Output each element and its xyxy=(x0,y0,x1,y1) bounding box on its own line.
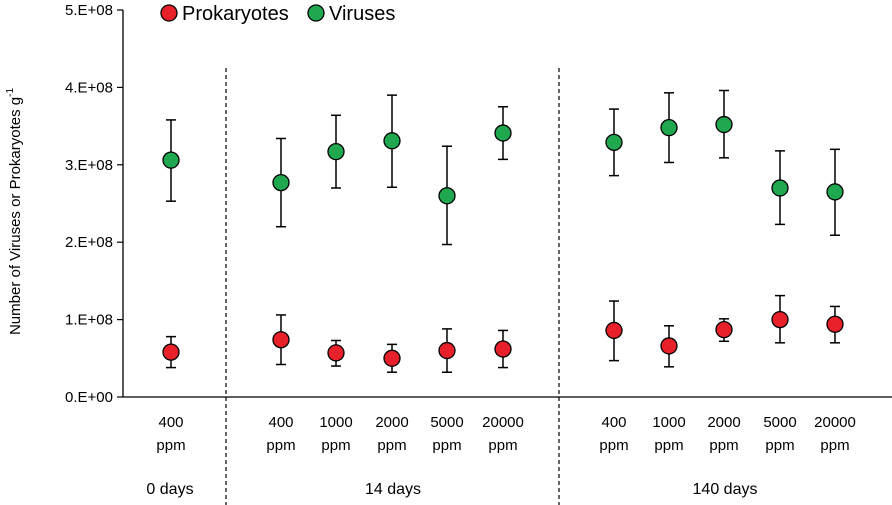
x-category-unit: ppm xyxy=(321,437,350,454)
y-axis-title-superscript: -1 xyxy=(5,88,16,97)
x-category-unit: ppm xyxy=(377,437,406,454)
y-tick-label: 0.E+00 xyxy=(65,389,113,406)
x-category-value: 5000 xyxy=(763,414,796,431)
x-category-unit: ppm xyxy=(488,437,517,454)
viruses-point xyxy=(605,133,623,152)
prokaryotes-point xyxy=(494,340,512,358)
x-category-value: 2000 xyxy=(707,414,740,431)
viruses-point xyxy=(826,183,844,201)
viruses-point xyxy=(715,115,733,134)
viruses-point xyxy=(383,132,401,150)
viruses-point xyxy=(771,179,789,197)
viruses-point xyxy=(660,118,678,137)
y-tick-label: 4.E+08 xyxy=(65,79,113,96)
y-axis-title-text: Number of Viruses or Prokaryotes g xyxy=(7,97,24,335)
prokaryotes-point xyxy=(605,321,623,340)
x-category-unit: ppm xyxy=(266,437,295,454)
legend-marker-prokaryotes xyxy=(160,4,178,22)
prokaryotes-point xyxy=(438,341,456,360)
legend-label-viruses: Viruses xyxy=(329,3,395,25)
prokaryotes-point xyxy=(826,315,844,333)
x-category-value: 400 xyxy=(601,414,626,431)
x-category-value: 1000 xyxy=(652,414,685,431)
legend-label-prokaryotes: Prokaryotes xyxy=(182,3,289,25)
x-category-value: 400 xyxy=(158,414,183,431)
y-tick-label: 5.E+08 xyxy=(65,2,113,19)
prokaryotes-point xyxy=(162,343,180,361)
x-category-value: 1000 xyxy=(319,414,352,431)
y-tick-label: 3.E+08 xyxy=(65,157,113,174)
viruses-point xyxy=(162,151,180,169)
x-category-unit: ppm xyxy=(654,437,683,454)
x-category-value: 20000 xyxy=(814,414,856,431)
prokaryotes-point xyxy=(715,321,733,339)
chart-marks xyxy=(162,89,844,373)
prokaryotes-point xyxy=(771,310,789,329)
prokaryotes-point xyxy=(272,331,290,349)
legend: Prokaryotes Viruses xyxy=(160,3,395,25)
x-category-unit: ppm xyxy=(765,437,794,454)
x-category-unit: ppm xyxy=(709,437,738,454)
y-tick-label: 2.E+08 xyxy=(65,234,113,251)
viruses-point xyxy=(272,173,290,192)
x-category-unit: ppm xyxy=(820,437,849,454)
x-category-value: 20000 xyxy=(482,414,524,431)
prokaryotes-point xyxy=(383,349,401,367)
prokaryotes-point xyxy=(327,344,345,362)
viruses-point xyxy=(327,142,345,161)
x-category-value: 5000 xyxy=(430,414,463,431)
x-category-value: 2000 xyxy=(375,414,408,431)
viruses-point xyxy=(438,187,456,205)
legend-marker-viruses xyxy=(307,4,325,22)
prokaryotes-point xyxy=(660,337,678,355)
group-label: 0 days xyxy=(146,481,193,498)
viruses-point xyxy=(494,124,512,142)
x-category-unit: ppm xyxy=(432,437,461,454)
group-label: 14 days xyxy=(365,481,421,498)
group-label: 140 days xyxy=(693,481,758,498)
axes: 0.E+00 1.E+08 2.E+08 3.E+08 4.E+08 5.E+08 Numb… xyxy=(5,2,892,505)
x-category-unit: ppm xyxy=(599,437,628,454)
y-tick-label: 1.E+08 xyxy=(65,312,113,329)
y-axis-title: Number of Viruses or Prokaryotes g-1 xyxy=(5,88,24,335)
x-category-value: 400 xyxy=(268,414,293,431)
x-category-unit: ppm xyxy=(156,437,185,454)
